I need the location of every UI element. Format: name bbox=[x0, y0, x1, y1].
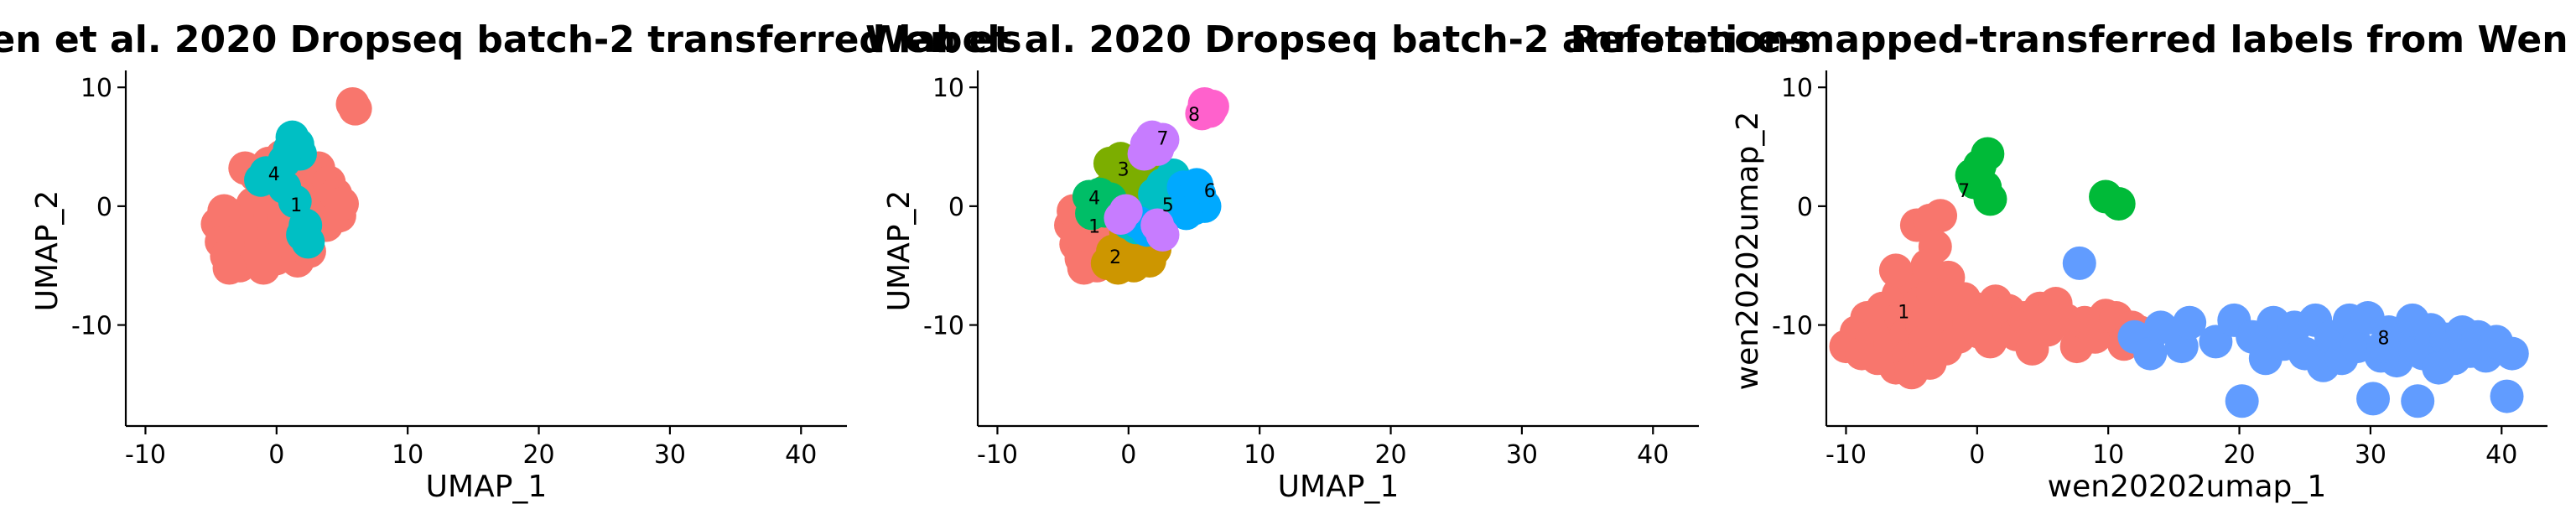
scatter-point bbox=[2490, 379, 2524, 413]
panel-1-title: Wen et al. 2020 Dropseq batch-2 transfer… bbox=[0, 18, 1022, 61]
panel-2-title: Wen et al. 2020 Dropseq batch-2 annotati… bbox=[865, 18, 1811, 61]
scatter-point bbox=[1169, 196, 1203, 231]
scatter-point bbox=[2401, 384, 2435, 418]
scatter-point bbox=[1145, 217, 1180, 252]
x-tick-label: 0 bbox=[1120, 440, 1136, 470]
scatter-point bbox=[2495, 336, 2529, 371]
y-tick-label: 0 bbox=[96, 193, 112, 222]
cluster-label: 1 bbox=[1898, 302, 1909, 323]
scatter-point bbox=[325, 187, 359, 221]
cluster-label: 4 bbox=[268, 164, 280, 185]
scatter-point bbox=[1195, 89, 1229, 123]
panel-2-y-axis-label: UMAP_2 bbox=[882, 190, 917, 312]
x-tick-label: -10 bbox=[977, 440, 1018, 470]
scatter-point bbox=[1180, 168, 1214, 202]
panel-3-y-axis-label: wen20202umap_2 bbox=[1731, 112, 1765, 391]
panel-1-x-axis-label: UMAP_1 bbox=[426, 470, 548, 504]
panel-2-x-axis-label: UMAP_1 bbox=[1278, 470, 1400, 504]
x-tick-label: 40 bbox=[785, 440, 817, 470]
y-tick-label: 0 bbox=[1797, 193, 1813, 222]
scatter-point bbox=[1109, 194, 1143, 228]
panel-2-points bbox=[1054, 87, 1229, 285]
scatter-point bbox=[207, 194, 242, 228]
y-tick-label: 0 bbox=[948, 193, 964, 222]
scatter-point bbox=[278, 184, 312, 219]
scatter-point bbox=[2366, 330, 2401, 364]
panel-3: Reference-mapped-transferred labels from… bbox=[1571, 18, 2576, 504]
x-tick-label: 10 bbox=[1244, 440, 1275, 470]
y-tick-label: -10 bbox=[1772, 312, 1813, 341]
y-tick-label: -10 bbox=[71, 312, 112, 341]
scatter-point bbox=[2225, 384, 2259, 418]
y-tick-label: 10 bbox=[932, 74, 964, 103]
scatter-point bbox=[1957, 165, 1992, 200]
scatter-point bbox=[2356, 382, 2391, 416]
x-tick-label: -10 bbox=[1826, 440, 1867, 470]
cluster-label: 5 bbox=[1162, 195, 1174, 216]
x-tick-label: 30 bbox=[2355, 440, 2386, 470]
x-tick-label: 40 bbox=[1637, 440, 1669, 470]
cluster-label: 2 bbox=[1109, 247, 1121, 268]
x-tick-label: 30 bbox=[1506, 440, 1538, 470]
scatter-point bbox=[291, 225, 325, 259]
x-tick-label: 20 bbox=[1374, 440, 1406, 470]
panel-1-y-axis-label: UMAP_2 bbox=[30, 190, 65, 312]
cluster-label: 7 bbox=[1156, 129, 1168, 150]
scatter-point bbox=[1924, 199, 1958, 233]
cluster-label: 3 bbox=[1118, 159, 1130, 180]
scatter-point bbox=[2101, 187, 2136, 221]
y-tick-label: 10 bbox=[1781, 74, 1813, 103]
cluster-label: 8 bbox=[2378, 329, 2390, 350]
scatter-point bbox=[2133, 336, 2168, 371]
x-tick-label: 10 bbox=[392, 440, 423, 470]
scatter-point bbox=[2062, 246, 2096, 280]
x-tick-label: 30 bbox=[654, 440, 686, 470]
panel-3-x-axis-label: wen20202umap_1 bbox=[2048, 470, 2327, 504]
panel-3-points bbox=[1829, 137, 2529, 418]
panel-3-title: Reference-mapped-transferred labels from… bbox=[1571, 18, 2576, 61]
y-tick-label: 10 bbox=[80, 74, 112, 103]
x-tick-label: -10 bbox=[125, 440, 166, 470]
scatter-point bbox=[1910, 248, 1945, 283]
x-tick-label: 0 bbox=[268, 440, 284, 470]
panel-1-points bbox=[200, 87, 372, 285]
scatter-point bbox=[2173, 305, 2207, 340]
panel-2: Wen et al. 2020 Dropseq batch-2 annotati… bbox=[865, 18, 1811, 504]
x-tick-label: 20 bbox=[522, 440, 554, 470]
panel-1: Wen et al. 2020 Dropseq batch-2 transfer… bbox=[0, 18, 1022, 504]
cluster-label: 7 bbox=[1958, 181, 1970, 202]
scatter-point bbox=[212, 251, 247, 285]
cluster-label: 8 bbox=[1188, 105, 1200, 126]
x-tick-label: 20 bbox=[2223, 440, 2255, 470]
cluster-label: 1 bbox=[290, 195, 302, 216]
cluster-label: 1 bbox=[1088, 216, 1100, 237]
cluster-label: 4 bbox=[1088, 188, 1100, 209]
cluster-label: 6 bbox=[1204, 181, 1216, 202]
scatter-point bbox=[1127, 137, 1161, 171]
scatter-point bbox=[335, 87, 370, 122]
x-tick-label: 10 bbox=[2092, 440, 2124, 470]
scatter-point bbox=[1878, 253, 1913, 288]
y-tick-label: -10 bbox=[923, 312, 964, 341]
x-tick-label: 40 bbox=[2485, 440, 2517, 470]
x-tick-label: 0 bbox=[1969, 440, 1985, 470]
